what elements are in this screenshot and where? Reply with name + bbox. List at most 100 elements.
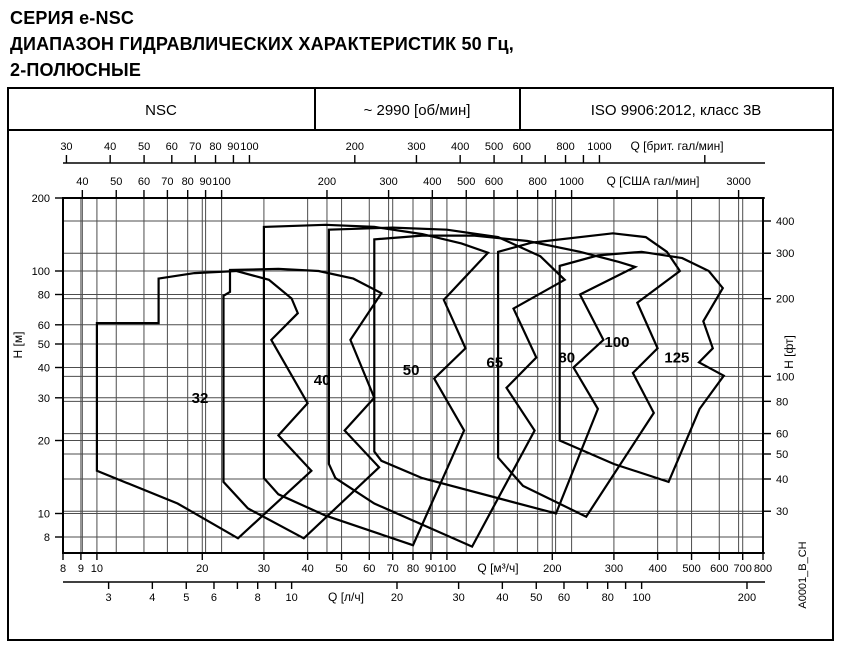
axis-top-usa-gpm-ticklabel-600: 600 xyxy=(485,176,503,188)
axis-left-ticklabel-20: 20 xyxy=(38,436,50,448)
axis-left-ticklabel-80: 80 xyxy=(38,290,50,302)
axis-right-ticklabel-50: 50 xyxy=(776,449,788,461)
axis-bottom-m3h-ticklabel-100: 100 xyxy=(438,563,456,575)
axis-top-usa-gpm-ticklabel-1000: 1000 xyxy=(559,176,583,188)
axis-bottom-m3h-ticklabel-60: 60 xyxy=(363,563,375,575)
axis-bottom-m3h-ticklabel-70: 70 xyxy=(387,563,399,575)
axis-bottom-ls-ticklabel-60: 60 xyxy=(558,592,570,604)
axis-bottom-ls-ticklabel-200: 200 xyxy=(738,592,756,604)
axis-bottom-m3h-ticklabel-8: 8 xyxy=(60,563,66,575)
page-title-line2: ДИАПАЗОН ГИДРАВЛИЧЕСКИХ ХАРАКТЕРИСТИК 50… xyxy=(10,34,514,54)
header-series: NSC xyxy=(145,102,177,119)
axis-top-usa-gpm-ticklabel-500: 500 xyxy=(457,176,475,188)
axis-top-usa-gpm xyxy=(63,190,765,199)
axis-left-ticklabel-50: 50 xyxy=(38,339,50,351)
axis-left-ticklabel-100: 100 xyxy=(32,266,50,278)
axis-bottom-ls: Q [м³/ч] Q [брит. гал/мин] 32 40 50 65 80 100 12… xyxy=(63,139,765,604)
axis-bottom-m3h-ticklabel-300: 300 xyxy=(605,563,623,575)
axis-top-usa-gpm-ticklabel-70: 70 xyxy=(161,176,173,188)
axis-top-brit-gpm-unit-label: Q [брит. гал/мин] xyxy=(630,139,723,153)
axis-top-usa-gpm-ticklabel-100: 100 xyxy=(212,176,230,188)
page-title-line3: 2-ПОЛЮСНЫЕ xyxy=(10,60,141,80)
envelope-125 xyxy=(558,250,726,484)
page-title-line1: СЕРИЯ e-NSC xyxy=(10,8,134,28)
axis-top-brit-gpm-ticklabel-300: 300 xyxy=(407,141,425,153)
axis-bottom-m3h-ticklabel-90: 90 xyxy=(425,563,437,575)
axis-right-unit-label: H [фт] xyxy=(782,335,796,369)
axis-bottom-ls-ticklabel-8: 8 xyxy=(255,592,261,604)
axis-bottom-m3h-ticklabel-9: 9 xyxy=(78,563,84,575)
axis-top-usa-gpm-ticklabel-3000: 3000 xyxy=(726,176,750,188)
axis-left-unit-label: H [м] xyxy=(11,332,25,359)
header-standard: ISO 9906:2012, класс 3В xyxy=(591,102,762,119)
axis-bottom-ls-ticklabel-100: 100 xyxy=(632,592,650,604)
axis-top-usa-gpm-ticklabel-400: 400 xyxy=(423,176,441,188)
axis-top-usa-gpm-ticklabel-200: 200 xyxy=(318,176,336,188)
envelope-label-100: 100 xyxy=(604,334,629,351)
axis-bottom-ls-ticklabel-40: 40 xyxy=(496,592,508,604)
pump-envelopes xyxy=(95,223,726,549)
axis-bottom-ls-unit-label: Q [л/ч] xyxy=(328,590,364,604)
axis-top-usa-gpm-ticklabel-300: 300 xyxy=(379,176,397,188)
envelope-50 xyxy=(262,223,490,547)
axis-top-brit-gpm-ticklabel-30: 30 xyxy=(60,141,72,153)
axis-top-brit-gpm-ticklabel-1000: 1000 xyxy=(587,141,611,153)
axis-right-ticklabel-60: 60 xyxy=(776,429,788,441)
axis-top-brit-gpm-ticklabel-40: 40 xyxy=(104,141,116,153)
axis-bottom-m3h-ticklabel-10: 10 xyxy=(91,563,103,575)
axis-right-ticklabel-30: 30 xyxy=(776,506,788,518)
axis-bottom-m3h-ticklabel-200: 200 xyxy=(543,563,561,575)
axis-top-brit-gpm-ticklabel-800: 800 xyxy=(556,141,574,153)
axis-top-brit-gpm-ticklabel-600: 600 xyxy=(513,141,531,153)
envelope-label-32: 32 xyxy=(192,390,209,407)
axis-bottom-m3h-ticklabel-30: 30 xyxy=(258,563,270,575)
axis-top-usa-gpm-ticklabel-800: 800 xyxy=(529,176,547,188)
axis-left-ticklabel-40: 40 xyxy=(38,363,50,375)
axis-bottom-ls-ticklabel-6: 6 xyxy=(211,592,217,604)
envelope-label-65: 65 xyxy=(486,354,503,371)
axis-bottom-ls-ticklabel-3: 3 xyxy=(106,592,112,604)
axis-top-usa-gpm-unit-label: Q [США гал/мин] xyxy=(606,174,699,188)
axis-right-ticklabel-80: 80 xyxy=(776,396,788,408)
envelope-65 xyxy=(327,226,567,549)
axis-right-ticklabel-200: 200 xyxy=(776,294,794,306)
axis-bottom-m3h-ticklabel-600: 600 xyxy=(710,563,728,575)
header-speed: ~ 2990 [об/мин] xyxy=(364,102,471,119)
axis-bottom-m3h-unit-label: Q [м³/ч] xyxy=(477,561,518,575)
axis-top-brit-gpm-ticklabel-200: 200 xyxy=(346,141,364,153)
axis-bottom-ls-ticklabel-10: 10 xyxy=(285,592,297,604)
axis-top-brit-gpm-ticklabel-50: 50 xyxy=(138,141,150,153)
axis-left-ticklabel-30: 30 xyxy=(38,393,50,405)
axis-bottom-m3h-ticklabel-20: 20 xyxy=(196,563,208,575)
axis-right-ticklabel-400: 400 xyxy=(776,216,794,228)
axis-top-brit-gpm-ticklabel-400: 400 xyxy=(451,141,469,153)
envelope-label-125: 125 xyxy=(664,349,689,366)
axis-top-brit-gpm-ticklabel-60: 60 xyxy=(166,141,178,153)
axis-right-ft: 400 300 200 100 80 60 50 40 30 H [фт] xyxy=(763,216,796,518)
axis-bottom-m3h-ticklabel-40: 40 xyxy=(302,563,314,575)
figure-border xyxy=(7,87,834,641)
axis-bottom-m3h-ticklabel-800: 800 xyxy=(754,563,772,575)
axis-top-brit-gpm-ticklabel-80: 80 xyxy=(209,141,221,153)
axis-top-usa-gpm-ticklabel-60: 60 xyxy=(138,176,150,188)
axis-right-ticklabel-100: 100 xyxy=(776,371,794,383)
axis-left-ticklabel-8: 8 xyxy=(44,532,50,544)
envelope-40 xyxy=(222,267,383,540)
envelope-label-80: 80 xyxy=(558,349,575,366)
axis-bottom-m3h-ticklabel-80: 80 xyxy=(407,563,419,575)
axis-left-ticklabel-10: 10 xyxy=(38,508,50,520)
axis-left-ticklabel-60: 60 xyxy=(38,320,50,332)
axis-top-usa-gpm-ticklabel-80: 80 xyxy=(182,176,194,188)
axis-bottom-m3h-ticklabel-50: 50 xyxy=(335,563,347,575)
axis-top-brit-gpm-ticklabel-500: 500 xyxy=(485,141,503,153)
chart-area: 30 40 50 60 70 80 90 100 200 300 400 500 600 800 10004… xyxy=(11,139,796,604)
axis-bottom-ls-ticklabel-20: 20 xyxy=(391,592,403,604)
axis-bottom-m3h-ticklabel-400: 400 xyxy=(648,563,666,575)
axis-bottom-ls-ticklabel-50: 50 xyxy=(530,592,542,604)
axis-top-brit-gpm xyxy=(63,155,765,164)
axis-top-usa-gpm-ticklabel-40: 40 xyxy=(76,176,88,188)
axis-right-ticklabel-300: 300 xyxy=(776,248,794,260)
axis-top-brit-gpm-ticklabel-90: 90 xyxy=(227,141,239,153)
